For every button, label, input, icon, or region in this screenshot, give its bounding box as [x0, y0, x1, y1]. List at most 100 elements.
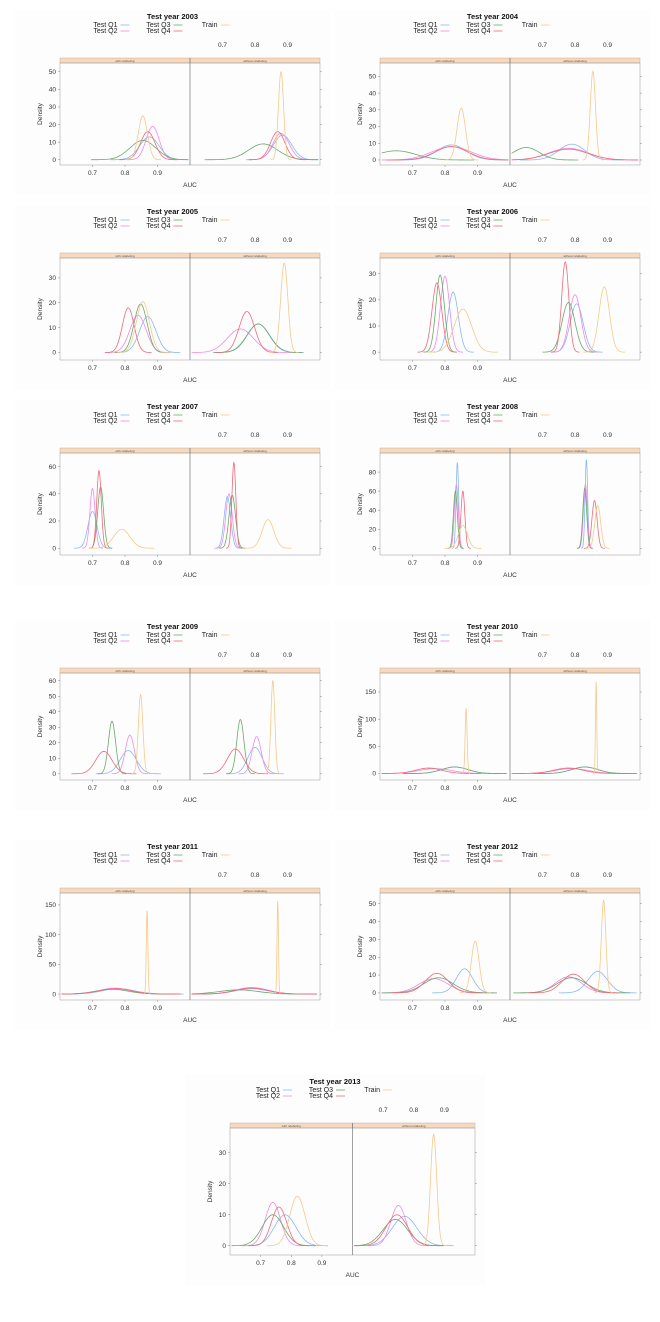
x-tick: 0.7	[408, 785, 417, 792]
density-curve-test-q3	[226, 718, 255, 775]
density-curve-test-q2	[448, 483, 465, 549]
density-curve-test-q2	[242, 1201, 304, 1247]
density-curve-test-q4	[249, 131, 307, 161]
svg-text:Test Q2: Test Q2	[413, 638, 437, 645]
panel-strip-label: without relabeling	[563, 59, 587, 63]
y-tick: 20	[369, 124, 377, 131]
svg-text:Train: Train	[202, 852, 218, 859]
legend-item-test-q3: Test Q3	[466, 412, 503, 419]
density-curve-test-q1	[226, 747, 284, 775]
y-tick: 30	[369, 937, 377, 944]
panel-strip-label: with relabeling	[282, 1124, 302, 1128]
y-tick: 20	[49, 122, 57, 129]
density-curve-test-q3	[423, 274, 458, 353]
panel-without-relabeling	[542, 261, 626, 353]
y-tick: 60	[369, 488, 377, 495]
x-tick-top: 0.8	[250, 237, 259, 244]
svg-text:Test Q1: Test Q1	[93, 217, 117, 224]
legend-item-test-q4: Test Q4	[146, 638, 183, 645]
x-tick: 0.7	[408, 560, 417, 567]
density-curve-test-q1	[214, 495, 241, 549]
legend-item-test-q2: Test Q2	[93, 28, 130, 35]
legend-item-test-q1: Test Q1	[413, 217, 450, 224]
y-tick: 10	[49, 755, 57, 762]
panel-without-relabeling	[354, 1133, 454, 1247]
y-tick: 10	[369, 140, 377, 147]
density-curve-test-q1	[95, 750, 161, 775]
panel-strip-label: without relabeling	[243, 449, 267, 453]
svg-text:Test Q3: Test Q3	[146, 632, 170, 639]
panel-strip-label: with relabeling	[115, 449, 135, 453]
svg-text:Test Q2: Test Q2	[413, 858, 437, 865]
x-tick-top: 0.8	[250, 432, 259, 439]
density-curve-test-q3	[97, 720, 127, 775]
panel-strip-label: without relabeling	[563, 889, 587, 893]
y-tick: 20	[49, 518, 57, 525]
x-tick-top: 0.9	[283, 42, 292, 49]
y-axis-label: Density	[357, 102, 364, 124]
panel-strip-label: without relabeling	[243, 669, 267, 673]
x-tick: 0.9	[153, 785, 162, 792]
chart-title: Test year 2011	[147, 842, 198, 851]
y-tick: 10	[219, 1212, 227, 1219]
panel-strip-label: with relabeling	[115, 59, 135, 63]
density-curve-test-q3	[542, 302, 595, 353]
legend-item-train: Train	[202, 22, 230, 29]
y-tick: 40	[49, 709, 57, 716]
density-curve-test-q3	[204, 143, 319, 161]
x-tick: 0.8	[120, 1005, 129, 1012]
svg-text:Test Q4: Test Q4	[466, 638, 490, 645]
density-curve-test-q4	[584, 500, 605, 549]
y-tick: 20	[369, 954, 377, 961]
panel-without-relabeling	[214, 461, 292, 549]
density-curve-train	[421, 1133, 446, 1247]
svg-text:Test Q2: Test Q2	[93, 223, 117, 230]
svg-text:Test Q2: Test Q2	[413, 418, 437, 425]
x-tick-top: 0.8	[250, 42, 259, 49]
density-curve-test-q2	[248, 132, 314, 161]
density-curve-train	[244, 519, 292, 549]
x-axis-label: AUC	[183, 182, 197, 189]
x-axis-label: AUC	[503, 1017, 517, 1024]
x-tick-top: 0.9	[603, 432, 612, 439]
svg-text:Train: Train	[522, 632, 538, 639]
x-tick: 0.9	[153, 170, 162, 177]
density-curve-train	[266, 1195, 329, 1247]
x-tick: 0.7	[256, 1260, 265, 1267]
density-chart-test-year-2004: Test year 2004 Test Q1 Test Q2 Test Q3 Test …	[335, 10, 650, 195]
x-axis-label: AUC	[503, 377, 517, 384]
density-curve-test-q2	[126, 125, 179, 161]
legend-item-train: Train	[522, 632, 550, 639]
legend-item-train: Train	[202, 632, 230, 639]
legend-item-test-q1: Test Q1	[413, 412, 450, 419]
legend-item-train: Train	[522, 22, 550, 29]
density-curve-test-q4	[417, 282, 457, 353]
y-tick: 50	[49, 962, 57, 969]
svg-text:Test Q1: Test Q1	[93, 632, 117, 639]
x-tick-top: 0.7	[538, 432, 547, 439]
panel-with-relabeling	[71, 693, 161, 775]
svg-text:Test Q1: Test Q1	[93, 22, 117, 29]
legend-item-test-q4: Test Q4	[146, 28, 183, 35]
svg-text:Test Q3: Test Q3	[146, 22, 170, 29]
density-curve-test-q3	[90, 139, 189, 161]
svg-text:Test Q3: Test Q3	[466, 22, 490, 29]
density-curve-train	[586, 504, 610, 549]
panel-with-relabeling	[381, 708, 507, 774]
x-tick-top: 0.7	[218, 872, 227, 879]
y-tick: 0	[52, 771, 56, 778]
legend-item-test-q2: Test Q2	[256, 1093, 292, 1100]
chart-title: Test year 2012	[467, 842, 518, 851]
panel-with-relabeling	[231, 1195, 329, 1247]
legend-item-train: Train	[364, 1087, 392, 1094]
y-tick: 80	[369, 469, 377, 476]
svg-text:Test Q1: Test Q1	[413, 22, 437, 29]
y-axis-label: Density	[357, 715, 364, 737]
density-curve-test-q1	[110, 136, 189, 161]
svg-text:Test Q3: Test Q3	[309, 1087, 333, 1094]
panel-strip-label: with relabeling	[435, 449, 455, 453]
y-tick: 0	[52, 350, 56, 357]
x-tick: 0.8	[440, 365, 449, 372]
panel-strip-label: without relabeling	[563, 669, 587, 673]
density-curve-train	[116, 301, 169, 353]
